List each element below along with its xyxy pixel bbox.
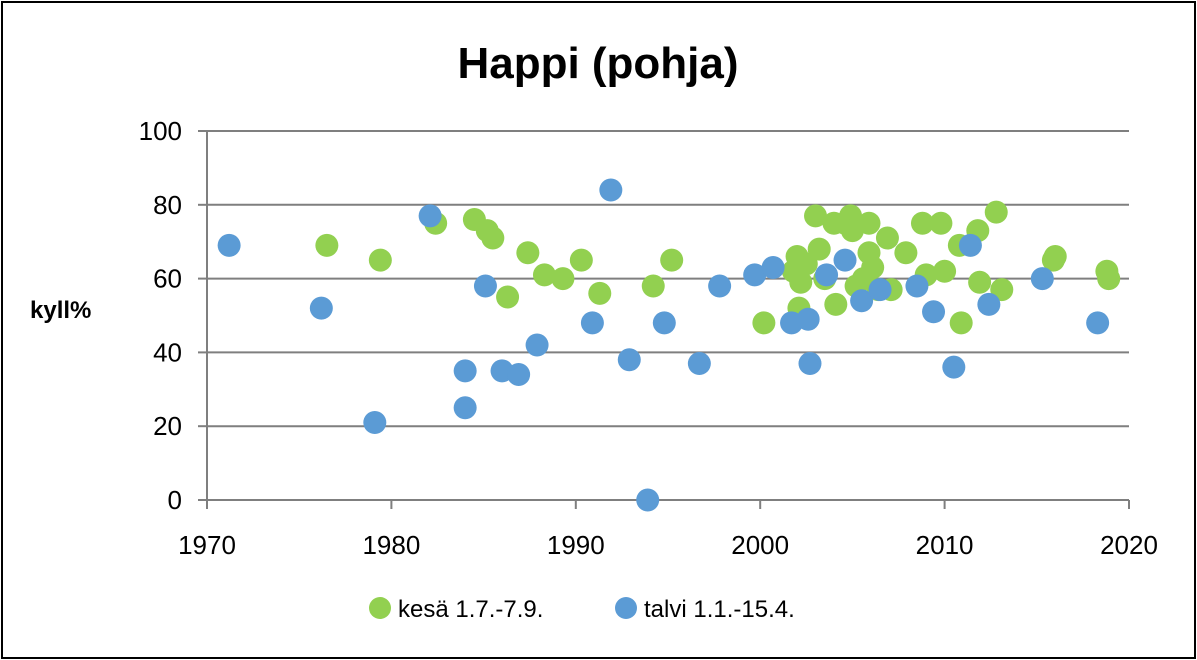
y-tick-label: 80 [153, 190, 182, 220]
data-point [794, 252, 818, 276]
data-points [217, 178, 1121, 512]
data-point [990, 278, 1014, 302]
data-point [636, 488, 660, 512]
data-point [532, 263, 556, 287]
legend: kesä 1.7.-7.9. talvi 1.1.-15.4. [369, 596, 795, 623]
data-point [824, 292, 848, 316]
data-point [798, 351, 822, 375]
x-tick-label: 2000 [731, 530, 789, 560]
x-tick-labels: 1970 1980 1990 2000 2010 2020 [178, 530, 1158, 560]
x-tick-label: 1970 [178, 530, 236, 560]
data-point [910, 211, 934, 235]
x-tick-label: 1990 [547, 530, 605, 560]
data-point [977, 292, 1001, 316]
y-tick-label: 100 [139, 116, 182, 146]
data-point [905, 274, 929, 298]
data-point [933, 259, 957, 283]
legend-marker [615, 597, 637, 619]
data-point [1097, 267, 1121, 291]
data-point [1030, 267, 1054, 291]
data-point [761, 256, 785, 280]
gridlines [207, 130, 1129, 428]
data-point [752, 311, 776, 335]
data-point [929, 211, 953, 235]
data-point [217, 233, 241, 257]
data-point [868, 278, 892, 302]
y-axis-label: kyll% [30, 297, 91, 324]
data-point [315, 233, 339, 257]
data-point [743, 263, 767, 287]
data-point [1043, 244, 1067, 268]
legend-label: talvi 1.1.-15.4. [644, 596, 795, 623]
data-point [949, 311, 973, 335]
data-point [968, 270, 992, 294]
x-tick-label: 2020 [1100, 530, 1158, 560]
data-point [875, 226, 899, 250]
x-tick-label: 1980 [362, 530, 420, 560]
data-point [368, 248, 392, 272]
data-point [363, 411, 387, 435]
legend-marker [369, 597, 391, 619]
data-point [588, 281, 612, 305]
data-point [850, 289, 874, 313]
data-point [599, 178, 623, 202]
axes [198, 130, 1130, 509]
series-0-points [315, 200, 1121, 335]
y-tick-label: 60 [153, 264, 182, 294]
data-point [481, 226, 505, 250]
data-point [580, 311, 604, 335]
y-tick-label: 0 [168, 485, 182, 515]
data-point [1086, 311, 1110, 335]
data-point [473, 274, 497, 298]
data-point [894, 241, 918, 265]
data-point [789, 270, 813, 294]
data-point [687, 351, 711, 375]
data-point [815, 263, 839, 287]
chart-title: Happi (pohja) [457, 39, 738, 88]
data-point [833, 248, 857, 272]
legend-label: kesä 1.7.-7.9. [398, 596, 543, 623]
y-tick-label: 20 [153, 411, 182, 441]
data-point [857, 211, 881, 235]
data-point [507, 363, 531, 387]
data-point [922, 300, 946, 324]
legend-item-1: talvi 1.1.-15.4. [615, 596, 795, 623]
data-point [516, 241, 540, 265]
data-point [551, 267, 575, 291]
data-point [418, 204, 442, 228]
data-point [958, 233, 982, 257]
data-point [496, 285, 520, 309]
data-point [525, 333, 549, 357]
legend-item-0: kesä 1.7.-7.9. [369, 596, 543, 623]
data-point [861, 256, 885, 280]
x-tick-label: 2010 [916, 530, 974, 560]
series-1-points [217, 178, 1110, 512]
data-point [807, 237, 831, 261]
data-point [660, 248, 684, 272]
data-point [569, 248, 593, 272]
data-point [652, 311, 676, 335]
data-point [453, 359, 477, 383]
y-tick-labels: 0 20 40 60 80 100 [139, 116, 182, 515]
data-point [309, 296, 333, 320]
y-tick-label: 40 [153, 337, 182, 367]
data-point [453, 396, 477, 420]
data-point [796, 307, 820, 331]
data-point [942, 355, 966, 379]
data-point [804, 204, 828, 228]
data-point [708, 274, 732, 298]
data-point [641, 274, 665, 298]
data-point [617, 348, 641, 372]
data-point [984, 200, 1008, 224]
